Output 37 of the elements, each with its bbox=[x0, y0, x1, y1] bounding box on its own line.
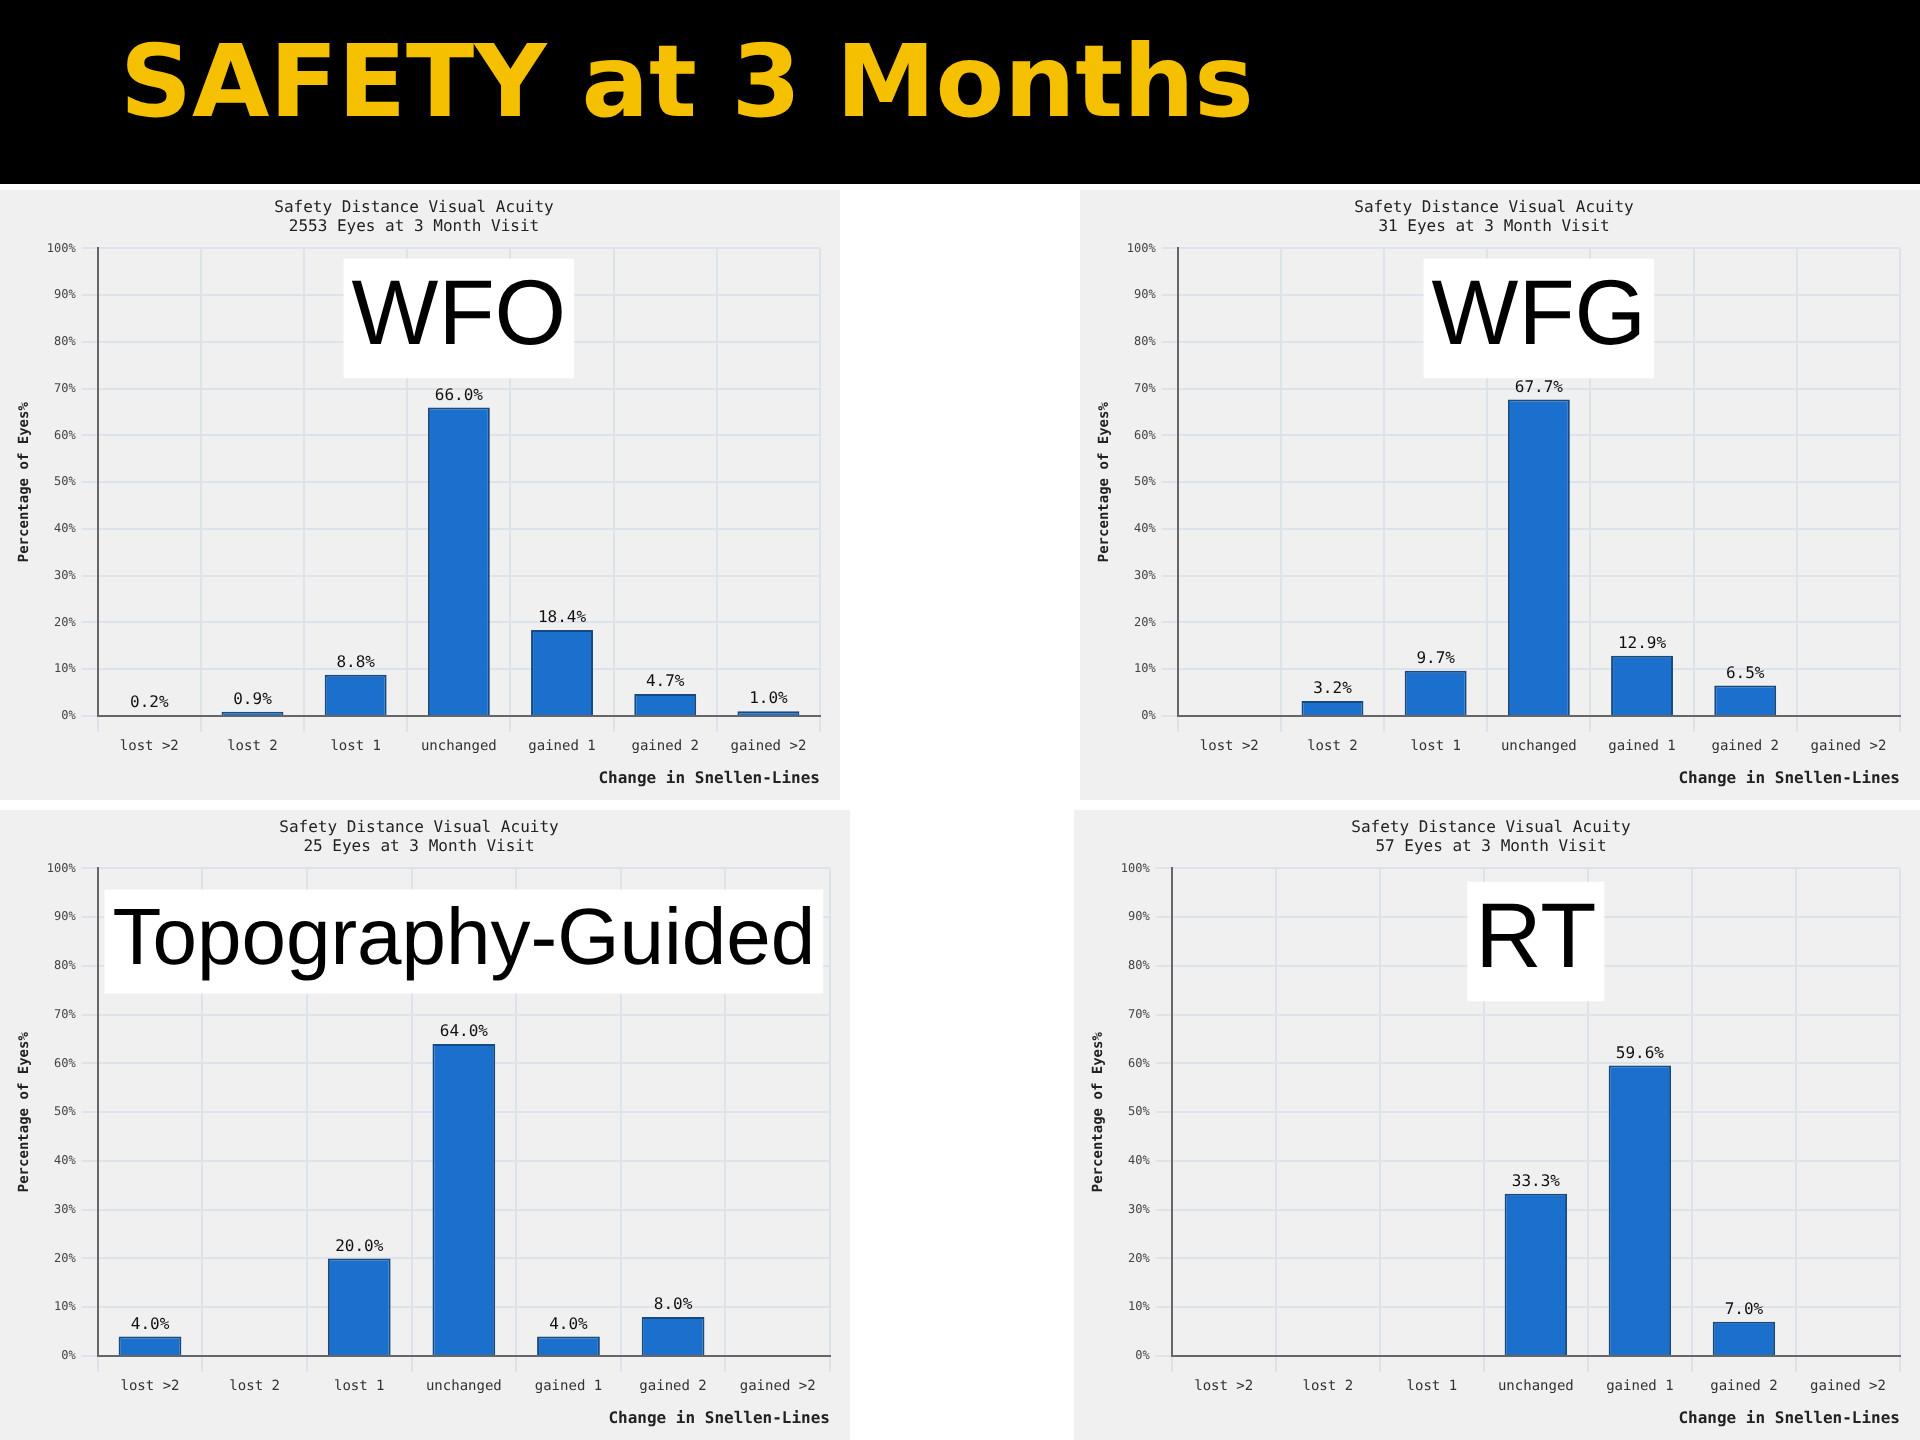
data-label: 0.9% bbox=[233, 689, 273, 708]
annotation: WFG bbox=[1431, 259, 1647, 364]
data-label: 4.7% bbox=[645, 672, 685, 691]
annotation: Topography-Guided bbox=[112, 893, 816, 982]
x-axis-title: Change in Snellen-Lines bbox=[608, 1408, 831, 1427]
data-label: 9.7% bbox=[1416, 648, 1456, 667]
chart-title: Safety Distance Visual Acuity bbox=[1351, 817, 1632, 836]
annotation: RT bbox=[1475, 882, 1597, 987]
chart-subtitle: 31 Eyes at 3 Month Visit bbox=[1378, 216, 1610, 235]
x-axis-title: Change in Snellen-Lines bbox=[1678, 768, 1901, 787]
data-label: 8.0% bbox=[653, 1295, 693, 1314]
data-label: 66.0% bbox=[434, 385, 484, 404]
data-label: 12.9% bbox=[1617, 633, 1667, 652]
data-label: 4.0% bbox=[549, 1314, 589, 1333]
chart-title: Safety Distance Visual Acuity bbox=[1354, 197, 1635, 216]
data-label: 18.4% bbox=[537, 608, 587, 627]
data-label: 59.6% bbox=[1615, 1043, 1665, 1062]
data-label: 20.0% bbox=[335, 1236, 384, 1255]
data-label: 67.7% bbox=[1514, 377, 1564, 396]
data-label: 8.8% bbox=[336, 653, 376, 672]
chart-subtitle: 57 Eyes at 3 Month Visit bbox=[1375, 836, 1607, 855]
data-label: 6.5% bbox=[1725, 663, 1765, 682]
data-label: 33.3% bbox=[1511, 1171, 1561, 1190]
chart-title: Safety Distance Visual Acuity bbox=[274, 197, 555, 216]
x-axis-title: Change in Snellen-Lines bbox=[1678, 1408, 1901, 1427]
data-label: 1.0% bbox=[749, 689, 789, 708]
data-label: 64.0% bbox=[439, 1022, 489, 1041]
data-label: 3.2% bbox=[1313, 679, 1353, 698]
x-axis-title: Change in Snellen-Lines bbox=[598, 768, 821, 787]
data-label: 4.0% bbox=[130, 1314, 170, 1333]
text: SAFETY at 3 Months bbox=[120, 24, 1254, 140]
chart-subtitle: 2553 Eyes at 3 Month Visit bbox=[288, 216, 540, 235]
data-label: 0.2% bbox=[130, 693, 169, 712]
annotation: WFO bbox=[351, 259, 567, 364]
chart-title: Safety Distance Visual Acuity bbox=[279, 817, 560, 836]
chart-subtitle: 25 Eyes at 3 Month Visit bbox=[303, 836, 535, 855]
data-label: 7.0% bbox=[1724, 1300, 1764, 1319]
